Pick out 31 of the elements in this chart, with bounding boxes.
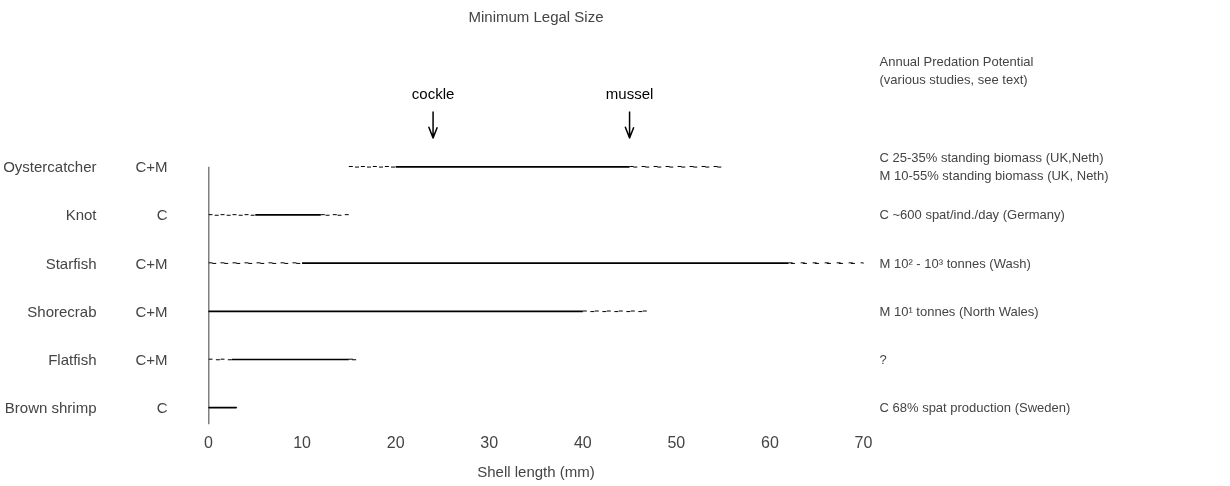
x-tick-label: 10 [293, 433, 312, 451]
ref-line-label: mussel [605, 84, 654, 102]
y-tick-label: Flatfish [48, 350, 97, 368]
text: ? [879, 351, 887, 367]
x-tick-label: 20 [386, 433, 405, 451]
y2-tick-label: C [156, 206, 168, 224]
ref-line-label: cockle [411, 84, 455, 102]
y2-tick-label: C+M [135, 350, 168, 368]
text: C 68% spat production (Sweden) [879, 400, 1071, 416]
text: M 10¹ tonnes (North Wales) [879, 303, 1039, 319]
x-tick-label: 0 [204, 433, 214, 451]
text: M 10² - 10³ tonnes (Wash) [879, 255, 1031, 271]
text: C 25-35% standing biomass (UK,Neth) M 10-55% standing biomass (UK, Neth) [879, 150, 1109, 184]
y2-tick-label: C+M [135, 254, 168, 272]
x-axis-title: Shell length (mm) [477, 462, 595, 480]
y-tick-label: Starfish [45, 254, 97, 272]
y2-tick-label: C+M [135, 302, 168, 320]
y-tick-label: Oystercatcher [3, 158, 97, 176]
x-tick-label: 60 [761, 433, 779, 451]
x-tick-label: 70 [854, 433, 873, 451]
y-tick-label: Knot [65, 206, 98, 224]
y2-tick-label: C+M [135, 158, 168, 176]
x-tick-label: 40 [573, 433, 592, 451]
text: Annual Predation Potential (various studies, see text) [879, 53, 1034, 87]
chart-title: Minimum Legal Size [468, 7, 604, 25]
y-tick-label: Brown shrimp [4, 399, 97, 417]
y2-tick-label: C [156, 399, 168, 417]
text: C ~600 spat/ind./day (Germany) [879, 207, 1065, 223]
x-tick-label: 30 [480, 433, 499, 451]
x-tick-label: 50 [667, 433, 686, 451]
y-tick-label: Shorecrab [27, 302, 97, 320]
